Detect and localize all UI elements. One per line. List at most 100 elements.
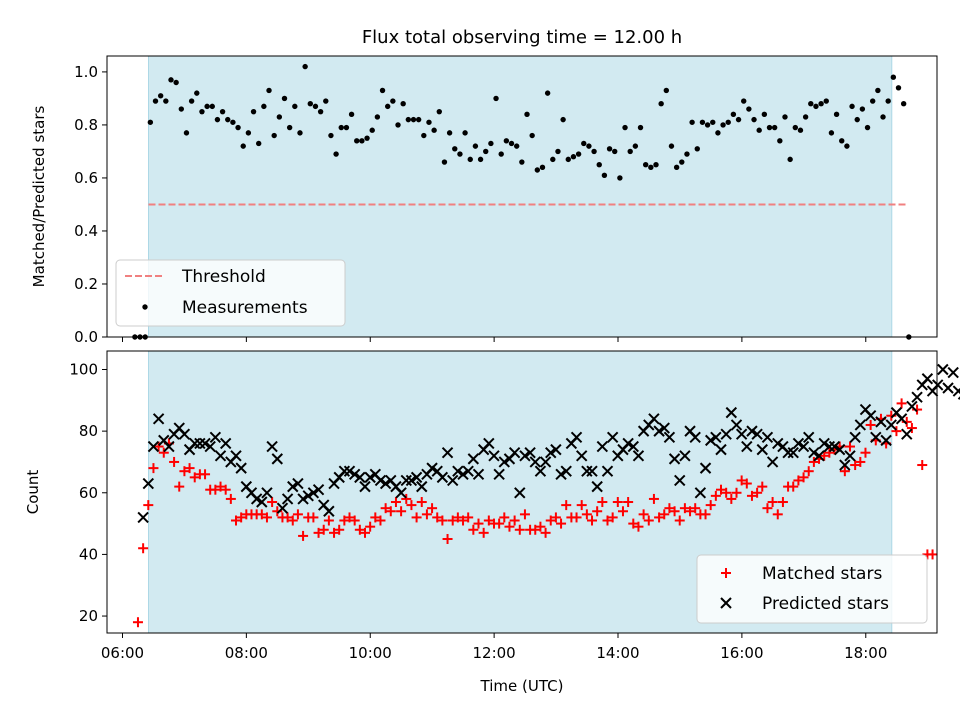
measurement-point	[431, 127, 437, 133]
predicted-star-point	[539, 456, 552, 468]
predicted-star-point	[312, 483, 325, 496]
predicted-star-point	[864, 410, 877, 422]
measurement-point	[384, 103, 391, 110]
measurement-point	[777, 138, 783, 144]
predicted-star-point	[508, 446, 521, 459]
matched-star-point	[865, 419, 876, 430]
matched-star-point	[509, 515, 520, 526]
measurement-point	[596, 161, 602, 168]
predicted-star-point	[287, 480, 299, 493]
measurement-point	[173, 79, 179, 86]
predicted-star-point	[715, 443, 727, 456]
bottom-y-tick-label: 100	[69, 360, 98, 378]
predicted-star-point	[348, 468, 361, 480]
measurement-point	[214, 116, 221, 123]
predicted-star-point	[575, 450, 588, 462]
predicted-star-point	[323, 505, 335, 517]
predicted-star-point	[276, 502, 289, 514]
matched-star-point	[633, 521, 644, 532]
measurement-point	[379, 87, 386, 94]
predicted-star-point	[746, 425, 758, 437]
predicted-star-point	[606, 431, 619, 444]
matched-star-point	[494, 518, 505, 529]
predicted-star-point	[364, 471, 376, 484]
measurement-point	[178, 106, 185, 112]
x-tick-label: 08:00	[225, 644, 268, 662]
measurement-point	[684, 151, 690, 157]
legend-predicted-label: Predicted stars	[762, 594, 889, 614]
x-tick-label: 16:00	[720, 644, 763, 662]
measurement-point	[890, 74, 897, 80]
predicted-star-point	[343, 465, 356, 477]
predicted-star-point	[833, 443, 846, 456]
matched-stars-layer	[132, 398, 938, 628]
measurement-point	[338, 124, 344, 131]
measurement-point	[235, 124, 241, 131]
measurement-point	[317, 108, 324, 115]
predicted-star-point	[292, 477, 304, 490]
measurement-point	[581, 140, 587, 147]
predicted-star-point	[534, 465, 547, 477]
predicted-star-point	[297, 493, 309, 505]
measurement-point	[875, 87, 881, 94]
bottom-x-ticks: 06:00 08:00 10:00 12:00 14:00 16:00 18:00	[101, 633, 887, 662]
measurement-point	[591, 148, 597, 155]
matched-star-point	[282, 512, 293, 523]
measurement-point	[467, 156, 473, 163]
matched-star-point	[710, 490, 721, 501]
matched-star-point	[793, 475, 804, 486]
predicted-star-point	[137, 511, 149, 524]
measurement-point	[194, 90, 200, 96]
measurement-point	[880, 114, 886, 120]
predicted-star-point	[214, 450, 227, 462]
matched-star-point	[473, 518, 484, 529]
top-axes-frame	[106, 55, 938, 338]
measurement-point	[663, 87, 670, 94]
matched-star-point	[308, 512, 319, 523]
measurement-point	[833, 111, 840, 118]
matched-star-point	[824, 447, 835, 458]
measurement-point	[642, 161, 649, 168]
top-y-tick-label: 0.4	[74, 222, 98, 240]
measurement-point	[720, 122, 726, 128]
matched-star-point	[463, 512, 474, 523]
matched-star-point	[334, 524, 345, 535]
measurement-point	[250, 108, 257, 115]
measurement-point	[622, 124, 628, 131]
measurement-point	[823, 98, 829, 104]
measurement-point	[766, 124, 773, 131]
predicted-star-point	[751, 428, 763, 440]
measurement-point	[493, 95, 499, 102]
matched-star-point	[612, 497, 623, 508]
predicted-star-point	[849, 431, 861, 444]
measurement-point	[601, 172, 608, 178]
measurement-point	[658, 101, 664, 107]
predicted-star-point	[472, 468, 485, 480]
measurement-point	[446, 130, 453, 136]
matched-star-point	[679, 503, 690, 514]
predicted-star-point	[462, 465, 474, 477]
matched-star-point	[700, 509, 711, 520]
matched-star-point	[731, 487, 742, 498]
matched-star-point	[855, 456, 866, 467]
measurement-point	[854, 116, 860, 123]
matched-star-point	[808, 456, 819, 467]
matched-star-point	[153, 441, 164, 452]
measurement-point	[694, 146, 700, 152]
matched-star-point	[545, 515, 556, 526]
matched-star-point	[447, 515, 458, 526]
measurement-point	[802, 114, 809, 120]
predicted-star-point	[235, 462, 247, 474]
measurement-point	[426, 119, 432, 125]
matched-star-point	[189, 472, 200, 483]
matched-star-point	[231, 515, 242, 526]
matched-star-point	[215, 481, 226, 492]
predicted-star-point	[199, 437, 211, 450]
measurement-point	[348, 111, 355, 118]
predicted-star-point	[178, 428, 191, 440]
measurement-point	[168, 77, 174, 83]
top-y-tick-label: 0.6	[74, 169, 98, 187]
measurement-point	[395, 122, 401, 128]
measurement-point	[761, 111, 768, 118]
